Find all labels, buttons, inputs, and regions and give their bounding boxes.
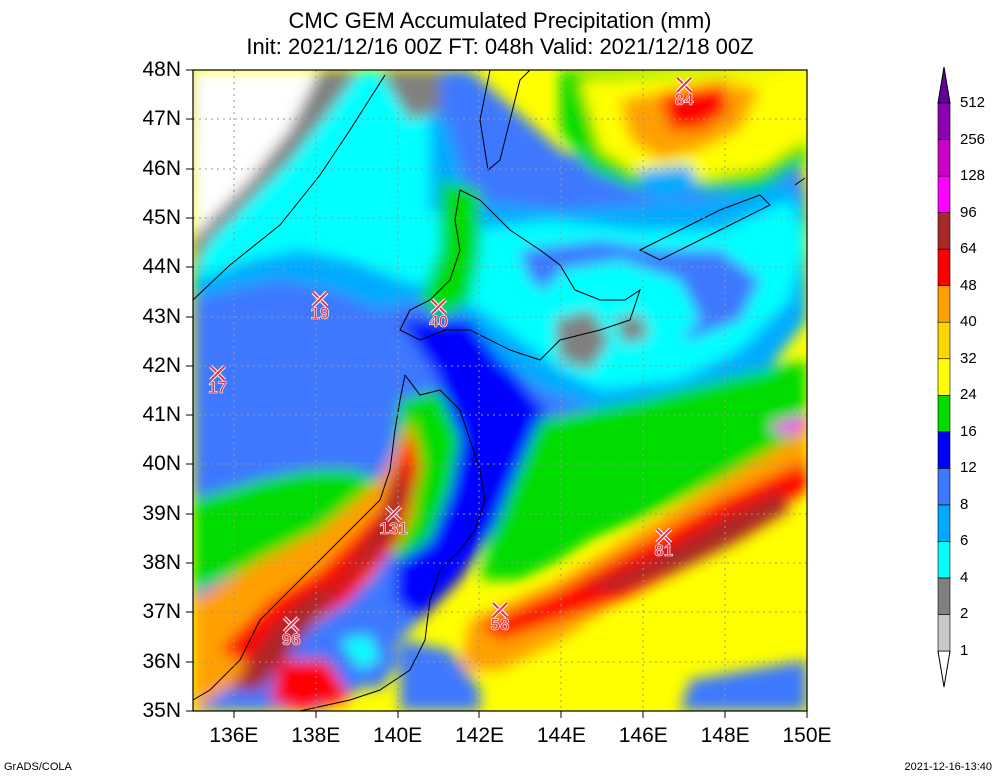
colorbar-swatch <box>937 285 951 323</box>
lon-label: 146E <box>618 724 668 747</box>
software-credit: GrADS/COLA <box>4 761 72 773</box>
station-value-label: 81 <box>654 540 674 560</box>
station-value-label: 58 <box>490 614 510 634</box>
station-x-marker <box>675 76 693 94</box>
colorbar-swatch <box>937 102 951 140</box>
colorbar-level-label: 6 <box>960 532 969 550</box>
colorbar-swatch <box>937 212 951 250</box>
colorbar-swatch <box>937 541 951 579</box>
colorbar-level-label: 40 <box>960 313 977 331</box>
lat-label: 41N <box>142 403 181 427</box>
colorbar-swatch <box>937 431 951 469</box>
colorbar-level-label: 8 <box>960 495 969 513</box>
station-value-label: 40 <box>429 311 449 331</box>
colorbar-level-label: 256 <box>960 130 986 148</box>
lat-lon-grid <box>193 70 807 711</box>
lat-label: 45N <box>142 205 181 229</box>
colorbar-level-label: 1 <box>960 642 969 659</box>
lat-label: 39N <box>142 501 181 525</box>
lat-label: 42N <box>142 353 181 377</box>
colorbar <box>937 66 951 688</box>
station-x-marker <box>311 290 329 308</box>
colorbar-level-label: 2 <box>960 605 969 623</box>
lat-label: 44N <box>142 255 181 279</box>
colorbar-swatch <box>937 504 951 542</box>
colorbar-swatch <box>937 321 951 360</box>
station-x-marker <box>209 364 226 382</box>
lat-label: 48N <box>142 58 181 81</box>
colorbar-level-label: 24 <box>960 386 977 404</box>
station-x-marker <box>655 527 673 545</box>
station-x-marker <box>430 298 448 316</box>
lon-label: 142E <box>455 724 505 747</box>
colorbar-level-label: 64 <box>960 240 977 258</box>
map-title: CMC GEM Accumulated Precipitation (mm) <box>288 8 712 33</box>
station-x-marker <box>385 505 402 523</box>
lon-label: 144E <box>536 724 586 747</box>
colorbar-level-label: 4 <box>960 568 969 586</box>
axis-ticks <box>186 69 808 718</box>
map-frame <box>192 69 808 712</box>
station-x-marker <box>491 601 509 619</box>
colorbar-level-label: 128 <box>960 167 986 185</box>
map-subtitle: Init: 2021/12/16 00Z FT: 048h Valid: 202… <box>246 34 754 59</box>
colorbar-swatch <box>937 614 951 652</box>
lat-label: 36N <box>142 649 181 673</box>
colorbar-level-label: 16 <box>960 422 977 440</box>
colorbar-swatch <box>937 175 951 213</box>
station-value-label: 17 <box>208 378 228 398</box>
lon-label: 136E <box>209 724 259 747</box>
lat-label: 37N <box>142 600 181 624</box>
station-markers <box>209 76 693 634</box>
colorbar-swatch <box>937 139 951 177</box>
colorbar-level-label: 12 <box>960 459 977 477</box>
colorbar-level-label: 96 <box>960 203 977 221</box>
colorbar-swatch <box>937 577 951 615</box>
generation-timestamp: 2021-12-16-13:40 <box>904 761 992 773</box>
colorbar-level-label: 512 <box>960 94 986 111</box>
lat-label: 47N <box>142 107 181 131</box>
station-value-label: 19 <box>310 304 330 324</box>
station-x-marker <box>282 616 300 634</box>
colorbar-min-triangle <box>937 650 951 688</box>
colorbar-max-triangle <box>937 66 951 104</box>
lat-label: 40N <box>142 452 181 476</box>
colorbar-swatch <box>937 468 951 506</box>
lat-label: 46N <box>142 156 181 180</box>
lon-label: 138E <box>291 724 341 747</box>
coastlines <box>193 70 806 711</box>
colorbar-swatch <box>937 358 951 396</box>
lat-label: 38N <box>142 551 181 575</box>
colorbar-level-label: 32 <box>960 349 977 367</box>
lat-label: 43N <box>142 304 181 328</box>
lon-label: 148E <box>700 724 750 747</box>
colorbar-swatch <box>937 394 951 433</box>
station-value-label: 96 <box>281 629 301 649</box>
colorbar-swatch <box>937 248 951 286</box>
colorbar-level-label: 48 <box>960 276 977 294</box>
lon-label: 140E <box>373 724 423 747</box>
lon-label: 150E <box>782 724 832 747</box>
station-value-label: 131 <box>379 518 408 538</box>
station-value-label: 84 <box>674 89 694 109</box>
lat-label: 35N <box>142 699 181 722</box>
